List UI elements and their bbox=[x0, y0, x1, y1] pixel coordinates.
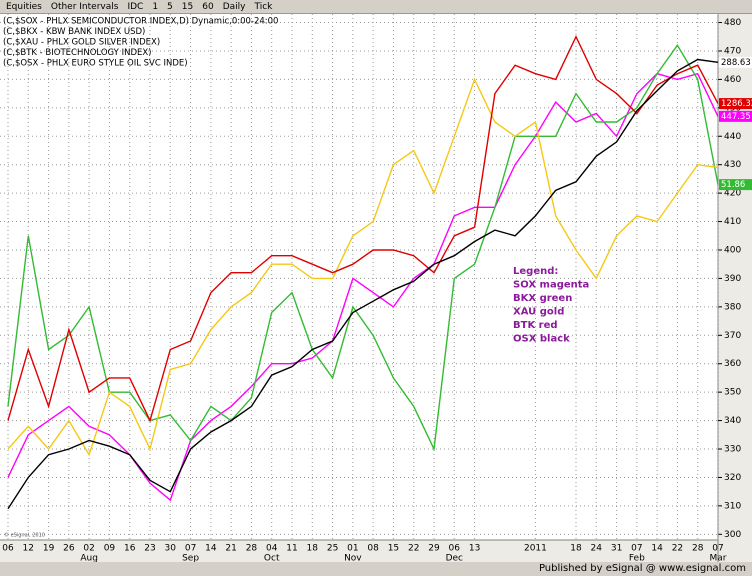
legend-annotation: SOX magenta bbox=[513, 280, 589, 291]
last-value-box bbox=[719, 98, 752, 110]
y-tick-label: 320 bbox=[724, 473, 741, 483]
series-name: (C,$BTK - BIOTECHNOLOGY INDEX) bbox=[3, 48, 152, 58]
series-name: (C,$OSX - PHLX EURO STYLE OIL SVC INDE) bbox=[3, 59, 188, 69]
plot-area bbox=[0, 14, 718, 540]
legend-annotation: Legend: bbox=[513, 266, 558, 277]
last-value-box bbox=[719, 179, 752, 191]
x-tick-label: 18 bbox=[307, 544, 319, 554]
toolbar-item[interactable]: 5 bbox=[167, 2, 173, 12]
footer: Published by eSignal @ www.esignal.com bbox=[0, 562, 752, 576]
toolbar-item[interactable]: Tick bbox=[254, 2, 273, 12]
x-tick-label: 22 bbox=[672, 544, 683, 554]
toolbar-item[interactable]: IDC bbox=[127, 2, 144, 12]
series-line bbox=[7, 77, 719, 457]
month-label: Dec bbox=[446, 554, 463, 563]
x-tick-label: 04 bbox=[266, 544, 278, 554]
x-tick-label: 15 bbox=[388, 544, 399, 554]
y-tick-label: 460 bbox=[724, 75, 741, 85]
x-tick-label: 01 bbox=[347, 544, 358, 554]
last-value-box bbox=[719, 56, 752, 68]
y-tick-label: 300 bbox=[724, 530, 741, 540]
x-tick-label: 09 bbox=[104, 544, 116, 554]
toolbar-item[interactable]: Other Intervals bbox=[50, 2, 119, 12]
x-tick-label: 07 bbox=[712, 544, 723, 554]
x-tick-label: 24 bbox=[591, 544, 603, 554]
x-tick-label: 29 bbox=[428, 544, 440, 554]
toolbar-item[interactable]: 15 bbox=[181, 2, 194, 12]
x-tick-label: 14 bbox=[205, 544, 217, 554]
x-tick-label: 02 bbox=[83, 544, 94, 554]
toolbar-item[interactable]: 60 bbox=[202, 2, 214, 12]
x-tick-label: 07 bbox=[185, 544, 196, 554]
x-tick-label: 18 bbox=[570, 544, 582, 554]
y-tick-label: 330 bbox=[724, 445, 741, 455]
x-tick-label: 31 bbox=[611, 544, 622, 554]
x-tick-label: 13 bbox=[469, 544, 480, 554]
x-tick-label: 07 bbox=[631, 544, 642, 554]
y-tick-label: 470 bbox=[724, 46, 741, 56]
legend-annotation: BTK red bbox=[513, 320, 558, 331]
x-tick-label: 23 bbox=[144, 544, 155, 554]
last-value-label: 1286.32 bbox=[721, 99, 752, 109]
x-axis-panel bbox=[0, 540, 718, 562]
month-label: Mar bbox=[710, 554, 727, 563]
series-name: (C,$BKX - KBW BANK INDEX USD) bbox=[3, 27, 145, 37]
series-line bbox=[7, 35, 719, 423]
last-value-box bbox=[719, 110, 752, 122]
y-tick-label: 420 bbox=[724, 189, 741, 199]
copyright: © eSignal, 2010 bbox=[4, 532, 45, 539]
month-label: Aug bbox=[80, 554, 98, 563]
y-tick-label: 370 bbox=[724, 331, 741, 341]
x-tick-label: 28 bbox=[692, 544, 704, 554]
series-line bbox=[7, 44, 719, 452]
chart: 300 310 320 330 340 350 360 370 380 390 400 410 420 4… bbox=[0, 14, 752, 562]
x-tick-label: 30 bbox=[165, 544, 177, 554]
y-tick-label: 400 bbox=[724, 245, 741, 255]
x-tick-label: 2011 bbox=[524, 544, 547, 554]
toolbar: Equities Other Intervals IDC 1 5 15 60 Daily Tic… bbox=[0, 0, 752, 14]
x-tick-label: 16 bbox=[124, 544, 136, 554]
x-tick-label: 19 bbox=[43, 544, 55, 554]
x-tick-label: 25 bbox=[327, 544, 338, 554]
legend-annotation: XAU gold bbox=[513, 307, 564, 318]
legend-annotation: OSX black bbox=[513, 334, 570, 345]
y-tick-label: 380 bbox=[724, 302, 741, 312]
x-tick-label: 14 bbox=[651, 544, 663, 554]
legend-annotation: BKX green bbox=[513, 293, 572, 304]
y-tick-label: 360 bbox=[724, 359, 741, 369]
y-tick-label: 440 bbox=[724, 132, 741, 142]
x-tick-label: 06 bbox=[449, 544, 461, 554]
y-tick-label: 390 bbox=[724, 274, 741, 284]
y-tick-label: 410 bbox=[724, 217, 741, 227]
last-value-label: 447.35 bbox=[721, 112, 751, 122]
y-tick-label: 340 bbox=[724, 416, 741, 426]
series-name: (C,$SOX - PHLX SEMICONDUCTOR INDEX,D) Dy… bbox=[3, 17, 278, 27]
toolbar-item[interactable]: Daily bbox=[222, 2, 246, 12]
x-tick-label: 06 bbox=[2, 544, 14, 554]
series-name: (C,$XAU - PHLX GOLD SILVER INDEX) bbox=[3, 38, 160, 48]
x-tick-label: 12 bbox=[23, 544, 34, 554]
toolbar-item[interactable]: 1 bbox=[152, 2, 159, 12]
x-tick-label: 28 bbox=[246, 544, 258, 554]
month-label: Sep bbox=[182, 554, 199, 563]
y-tick-label: 480 bbox=[724, 18, 741, 28]
toolbar-item[interactable]: Equities bbox=[6, 2, 42, 12]
last-value-label: 288.63 bbox=[721, 58, 751, 68]
last-value-label: 51.86 bbox=[721, 180, 745, 190]
x-tick-label: 26 bbox=[63, 544, 75, 554]
x-tick-label: 08 bbox=[367, 544, 379, 554]
x-tick-label: 22 bbox=[408, 544, 419, 554]
x-tick-label: 11 bbox=[286, 544, 297, 554]
y-tick-label: 430 bbox=[724, 160, 741, 170]
month-label: Feb bbox=[629, 554, 645, 563]
series-line bbox=[7, 72, 719, 502]
y-tick-label: 310 bbox=[724, 501, 741, 511]
x-tick-label: 21 bbox=[225, 544, 236, 554]
y-tick-label: 350 bbox=[724, 388, 741, 398]
month-label: Nov bbox=[344, 554, 362, 563]
series-line bbox=[7, 58, 719, 510]
month-label: Oct bbox=[264, 554, 280, 563]
